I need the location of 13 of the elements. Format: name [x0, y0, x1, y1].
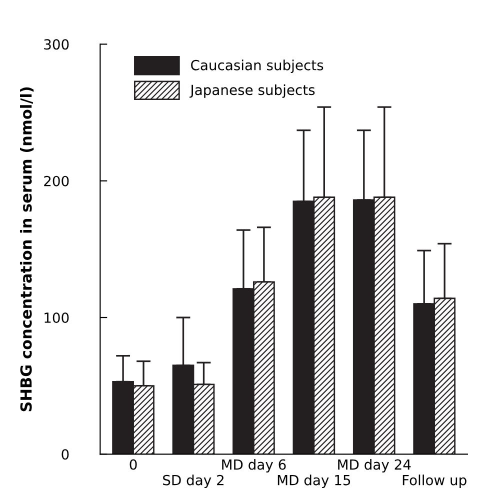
x-tick-label: MD day 24: [338, 459, 411, 472]
x-tick-label: 0: [130, 459, 137, 470]
x-tick-label: Follow up: [402, 474, 466, 488]
y-axis-title: SHBG concentration in serum (nmol/l): [20, 87, 34, 412]
y-tick-label: 100: [44, 312, 69, 323]
y-tick-label: 200: [44, 176, 69, 186]
y-tick-label: 300: [44, 39, 69, 50]
legend-label: Japanese subjects: [190, 84, 315, 98]
x-tick-label: SD day 2: [163, 474, 224, 488]
y-tick-label: 0: [62, 449, 69, 460]
x-tick-label: MD day 6: [222, 459, 286, 472]
legend-label: Caucasian subjects: [191, 60, 324, 74]
x-tick-label: MD day 15: [278, 474, 350, 488]
